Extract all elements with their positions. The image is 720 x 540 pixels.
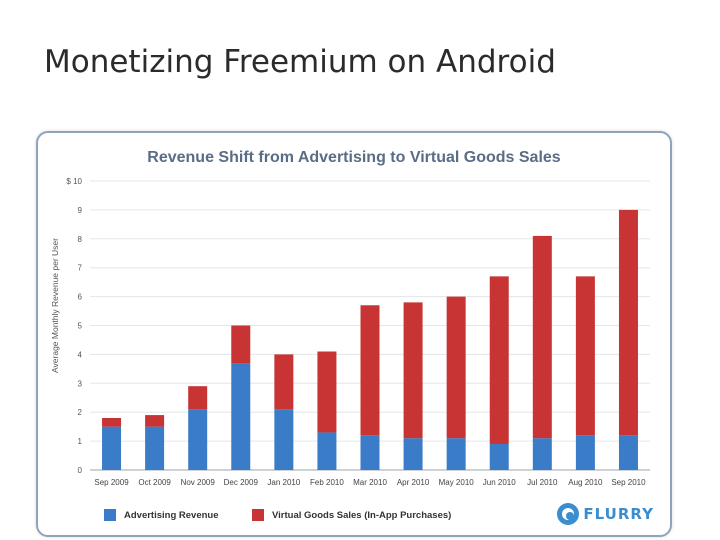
bar-advertising	[274, 409, 294, 470]
x-tick-label: May 2010	[439, 478, 475, 487]
y-tick-label: 4	[78, 350, 83, 359]
x-tick-label: Aug 2010	[568, 478, 603, 487]
y-tick-label: $ 10	[66, 177, 82, 186]
x-tick-label: Mar 2010	[353, 478, 387, 487]
y-tick-label: 3	[78, 379, 83, 388]
bar-virtual-goods	[231, 325, 251, 364]
y-tick-label: 1	[78, 437, 83, 446]
flurry-logo-text: FLURRY	[583, 505, 654, 523]
flurry-logo: FLURRY	[557, 503, 654, 525]
bar-virtual-goods	[188, 386, 208, 410]
y-tick-label: 6	[78, 293, 83, 302]
x-tick-label: Nov 2009	[181, 478, 216, 487]
x-tick-label: Apr 2010	[397, 478, 430, 487]
bar-advertising	[532, 438, 552, 470]
bar-advertising	[575, 435, 595, 470]
x-tick-label: Oct 2009	[138, 478, 171, 487]
x-tick-label: Jun 2010	[483, 478, 516, 487]
bar-virtual-goods	[446, 296, 466, 439]
bar-advertising	[317, 432, 337, 470]
y-tick-label: 0	[78, 466, 83, 475]
y-tick-label: 8	[78, 235, 83, 244]
bar-advertising	[403, 438, 423, 470]
x-tick-label: Jul 2010	[527, 478, 558, 487]
bar-virtual-goods	[317, 351, 337, 433]
y-tick-label: 2	[78, 408, 83, 417]
chart-frame: Revenue Shift from Advertising to Virtua…	[36, 131, 672, 537]
legend-item-advertising: Advertising Revenue	[104, 509, 219, 521]
y-tick-label: 5	[78, 322, 83, 331]
x-tick-label: Sep 2010	[611, 478, 646, 487]
x-tick-label: Jan 2010	[267, 478, 300, 487]
legend-label-advertising: Advertising Revenue	[124, 509, 219, 521]
legend-swatch-advertising	[104, 509, 116, 521]
bar-advertising	[446, 438, 466, 470]
bar-virtual-goods	[403, 302, 423, 439]
y-axis-label: Average Monthly Revenue per User	[50, 238, 60, 373]
y-tick-label: 9	[78, 206, 83, 215]
bar-advertising	[102, 426, 122, 470]
bar-virtual-goods	[360, 305, 380, 436]
bar-virtual-goods	[145, 415, 165, 427]
bar-virtual-goods	[618, 209, 638, 436]
legend-swatch-virtual-goods	[252, 509, 264, 521]
bar-advertising	[188, 409, 208, 470]
bar-advertising	[360, 435, 380, 470]
bar-virtual-goods	[489, 276, 509, 444]
x-tick-label: Sep 2009	[94, 478, 129, 487]
bar-advertising	[618, 435, 638, 470]
x-tick-label: Feb 2010	[310, 478, 344, 487]
flurry-logo-icon	[557, 503, 580, 525]
bar-virtual-goods	[575, 276, 595, 436]
bar-virtual-goods	[274, 354, 294, 410]
bar-virtual-goods	[102, 417, 122, 427]
y-tick-label: 7	[78, 264, 83, 273]
bar-advertising	[489, 443, 509, 470]
chart-legend: Advertising Revenue Virtual Goods Sales …	[104, 505, 664, 527]
chart-title: Revenue Shift from Advertising to Virtua…	[147, 149, 561, 166]
chart-plot: 0 1 2 3 4 5 6 7 8 9 $ 10 Average Monthly Revenue pe…	[50, 177, 650, 487]
bar-advertising	[145, 426, 165, 470]
legend-item-virtual-goods: Virtual Goods Sales (In-App Purchases)	[252, 509, 451, 521]
legend-label-virtual-goods: Virtual Goods Sales (In-App Purchases)	[272, 509, 452, 521]
slide-title: Monetizing Freemium on Android	[44, 44, 556, 80]
x-tick-label: Dec 2009	[224, 478, 259, 487]
bar-virtual-goods	[532, 235, 552, 439]
bar-advertising	[231, 363, 251, 470]
